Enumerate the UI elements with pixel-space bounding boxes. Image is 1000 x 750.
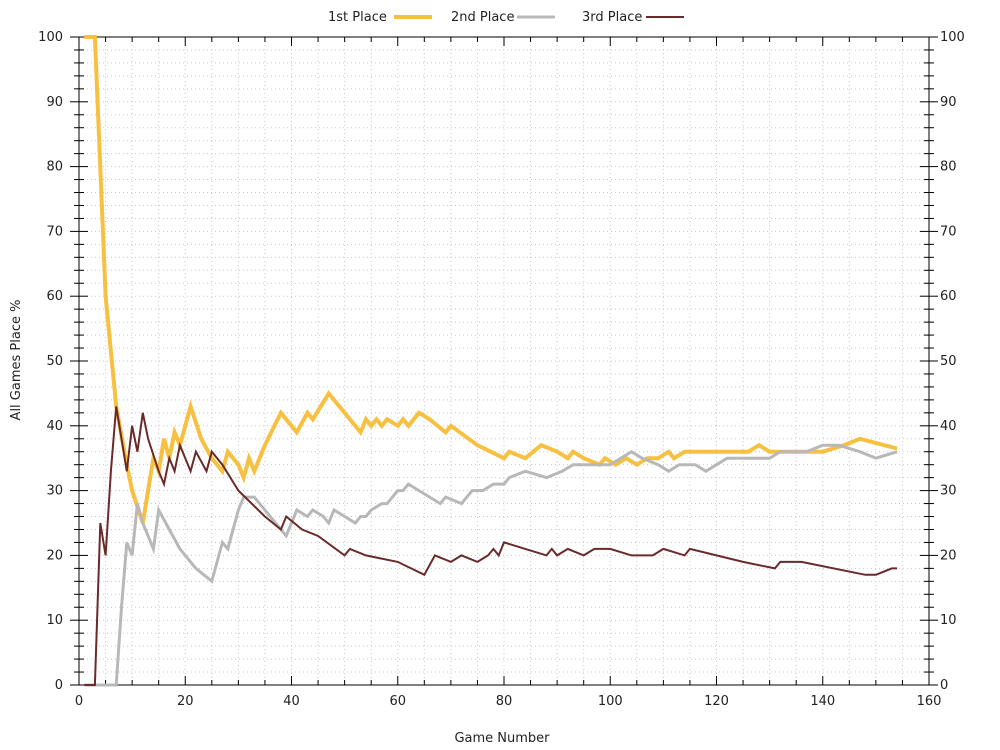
y-tick-label-right: 70 xyxy=(940,224,957,239)
y-tick-label-left: 30 xyxy=(46,484,63,499)
legend-label-2: 2nd Place xyxy=(451,10,514,25)
y-tick-label-left: 90 xyxy=(46,95,63,110)
y-tick-label-right: 10 xyxy=(940,613,957,628)
x-tick-label: 60 xyxy=(389,694,406,709)
legend-label-3: 3rd Place xyxy=(582,10,642,25)
series-line-2 xyxy=(84,443,898,687)
y-tick-label-left: 0 xyxy=(55,678,63,693)
series-line-3 xyxy=(84,406,898,686)
grid xyxy=(79,37,929,685)
legend: 1st Place 2nd Place 3rd Place xyxy=(328,10,684,25)
y-tick-label-right: 30 xyxy=(940,484,957,499)
y-tick-label-left: 60 xyxy=(46,289,63,304)
y-tick-label-left: 100 xyxy=(38,30,63,45)
x-tick-label: 100 xyxy=(598,694,623,709)
x-tick-label: 40 xyxy=(283,694,300,709)
y-tick-label-right: 60 xyxy=(940,289,957,304)
y-tick-label-left: 50 xyxy=(46,354,63,369)
x-tick-label: 0 xyxy=(75,694,83,709)
y-tick-label-right: 20 xyxy=(940,548,957,563)
y-tick-label-right: 100 xyxy=(940,30,965,45)
legend-label-1: 1st Place xyxy=(328,10,387,25)
y-tick-label-left: 20 xyxy=(46,548,63,563)
y-tick-label-left: 10 xyxy=(46,613,63,628)
x-tick-label: 20 xyxy=(177,694,194,709)
x-tick-label: 140 xyxy=(810,694,835,709)
y-tick-label-left: 40 xyxy=(46,419,63,434)
x-axis-title: Game Number xyxy=(454,731,550,746)
x-tick-label: 80 xyxy=(496,694,513,709)
series-line-1 xyxy=(84,35,898,524)
y-tick-label-right: 50 xyxy=(940,354,957,369)
y-tick-label-right: 80 xyxy=(940,160,957,175)
y-axis-title: All Games Place % xyxy=(9,300,24,421)
y-tick-label-right: 40 xyxy=(940,419,957,434)
x-tick-label: 160 xyxy=(917,694,942,709)
x-tick-label: 120 xyxy=(704,694,729,709)
series-lines xyxy=(84,35,898,687)
y-tick-label-right: 0 xyxy=(940,678,948,693)
y-tick-label-left: 80 xyxy=(46,160,63,175)
y-tick-label-right: 90 xyxy=(940,95,957,110)
y-tick-label-left: 70 xyxy=(46,224,63,239)
